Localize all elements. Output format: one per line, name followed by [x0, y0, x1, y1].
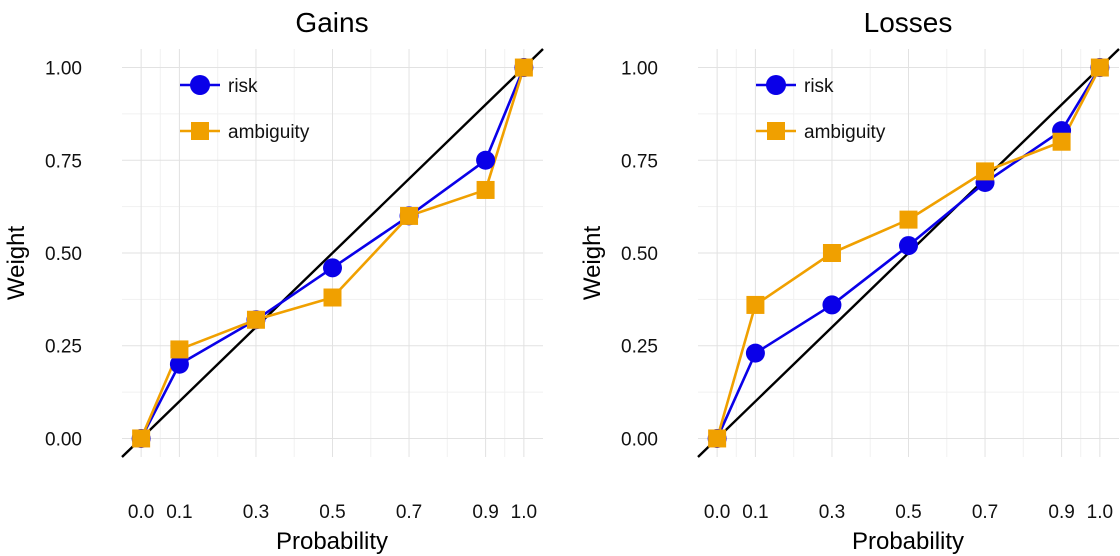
x-tick-label: 0.9 [1048, 502, 1074, 523]
data-point-risk [822, 295, 842, 315]
data-point-ambiguity [899, 210, 918, 229]
x-tick-labels: 0.0 0.1 0.3 0.5 0.7 0.9 1.0 [704, 502, 1113, 523]
data-point-ambiguity [400, 206, 419, 225]
legend-label: risk [804, 76, 834, 97]
data-point-ambiguity [1052, 132, 1071, 151]
y-tick-labels: 0.00 0.25 0.50 0.75 1.00 [621, 59, 658, 451]
legend-marker [191, 122, 209, 140]
x-tick-label: 0.1 [166, 502, 192, 523]
data-point-ambiguity [170, 340, 189, 359]
legend-label: risk [228, 76, 258, 97]
legend-item-risk: risk [756, 75, 834, 97]
data-point-risk [745, 343, 765, 363]
legend-marker [190, 75, 210, 95]
panel-title: Losses [864, 7, 953, 38]
x-tick-labels: 0.0 0.1 0.3 0.5 0.7 0.9 1.0 [128, 502, 537, 523]
data-point-ambiguity [323, 288, 342, 307]
data-point-risk [169, 354, 189, 374]
data-point-ambiguity [514, 58, 533, 77]
identity-line [121, 48, 544, 458]
legend-item-ambiguity: ambiguity [180, 122, 310, 143]
x-tick-label: 0.1 [742, 502, 768, 523]
data-point-ambiguity [132, 429, 151, 448]
legend-marker [766, 75, 786, 95]
data-point-ambiguity [246, 310, 265, 329]
y-tick-label: 0.00 [621, 429, 658, 450]
legend-label: ambiguity [804, 122, 886, 143]
legend-item-ambiguity: ambiguity [756, 122, 886, 143]
data-point-risk [323, 258, 342, 278]
legend-label: ambiguity [228, 122, 310, 143]
x-axis-title: Probability [276, 528, 388, 555]
x-axis-title: Probability [852, 528, 964, 555]
y-tick-label: 0.25 [45, 337, 82, 358]
x-tick-label: 1.0 [1087, 502, 1113, 523]
x-tick-label: 0.5 [895, 502, 921, 523]
x-tick-label: 1.0 [511, 502, 537, 523]
x-tick-label: 0.0 [704, 502, 730, 523]
y-tick-label: 1.00 [621, 59, 658, 80]
data-point-ambiguity [822, 244, 841, 262]
x-tick-label: 0.3 [819, 502, 845, 523]
y-axis-title: Weight [579, 226, 606, 301]
gridlines [698, 49, 1119, 457]
y-tick-labels: 0.00 0.25 0.50 0.75 1.00 [45, 59, 82, 451]
data-point-ambiguity [1090, 58, 1109, 77]
x-tick-label: 0.7 [972, 502, 998, 523]
y-tick-label: 0.25 [621, 337, 658, 358]
x-tick-label: 0.3 [243, 502, 269, 523]
data-point-risk [476, 150, 496, 170]
y-tick-label: 1.00 [45, 59, 82, 80]
x-tick-label: 0.9 [472, 502, 498, 523]
legend-item-risk: risk [180, 75, 258, 97]
y-tick-label: 0.00 [45, 429, 82, 450]
x-tick-label: 0.0 [128, 502, 154, 523]
legend: risk ambiguity [756, 75, 886, 143]
legend: risk ambiguity [180, 75, 310, 143]
x-tick-label: 0.5 [319, 502, 345, 523]
x-tick-label: 0.7 [396, 502, 422, 523]
data-point-risk [899, 236, 918, 256]
data-point-ambiguity [708, 429, 727, 448]
y-tick-label: 0.50 [621, 244, 658, 265]
data-point-ambiguity [746, 295, 765, 314]
y-axis-title: Weight [3, 226, 30, 301]
data-point-ambiguity [476, 180, 495, 199]
legend-marker [767, 122, 785, 140]
y-tick-label: 0.75 [45, 151, 82, 172]
y-tick-label: 0.50 [45, 244, 82, 265]
panel-title: Gains [295, 7, 368, 38]
y-tick-label: 0.75 [621, 151, 658, 172]
data-point-ambiguity [976, 162, 995, 181]
markers-ambiguity [132, 58, 533, 448]
markers-ambiguity [708, 58, 1109, 448]
